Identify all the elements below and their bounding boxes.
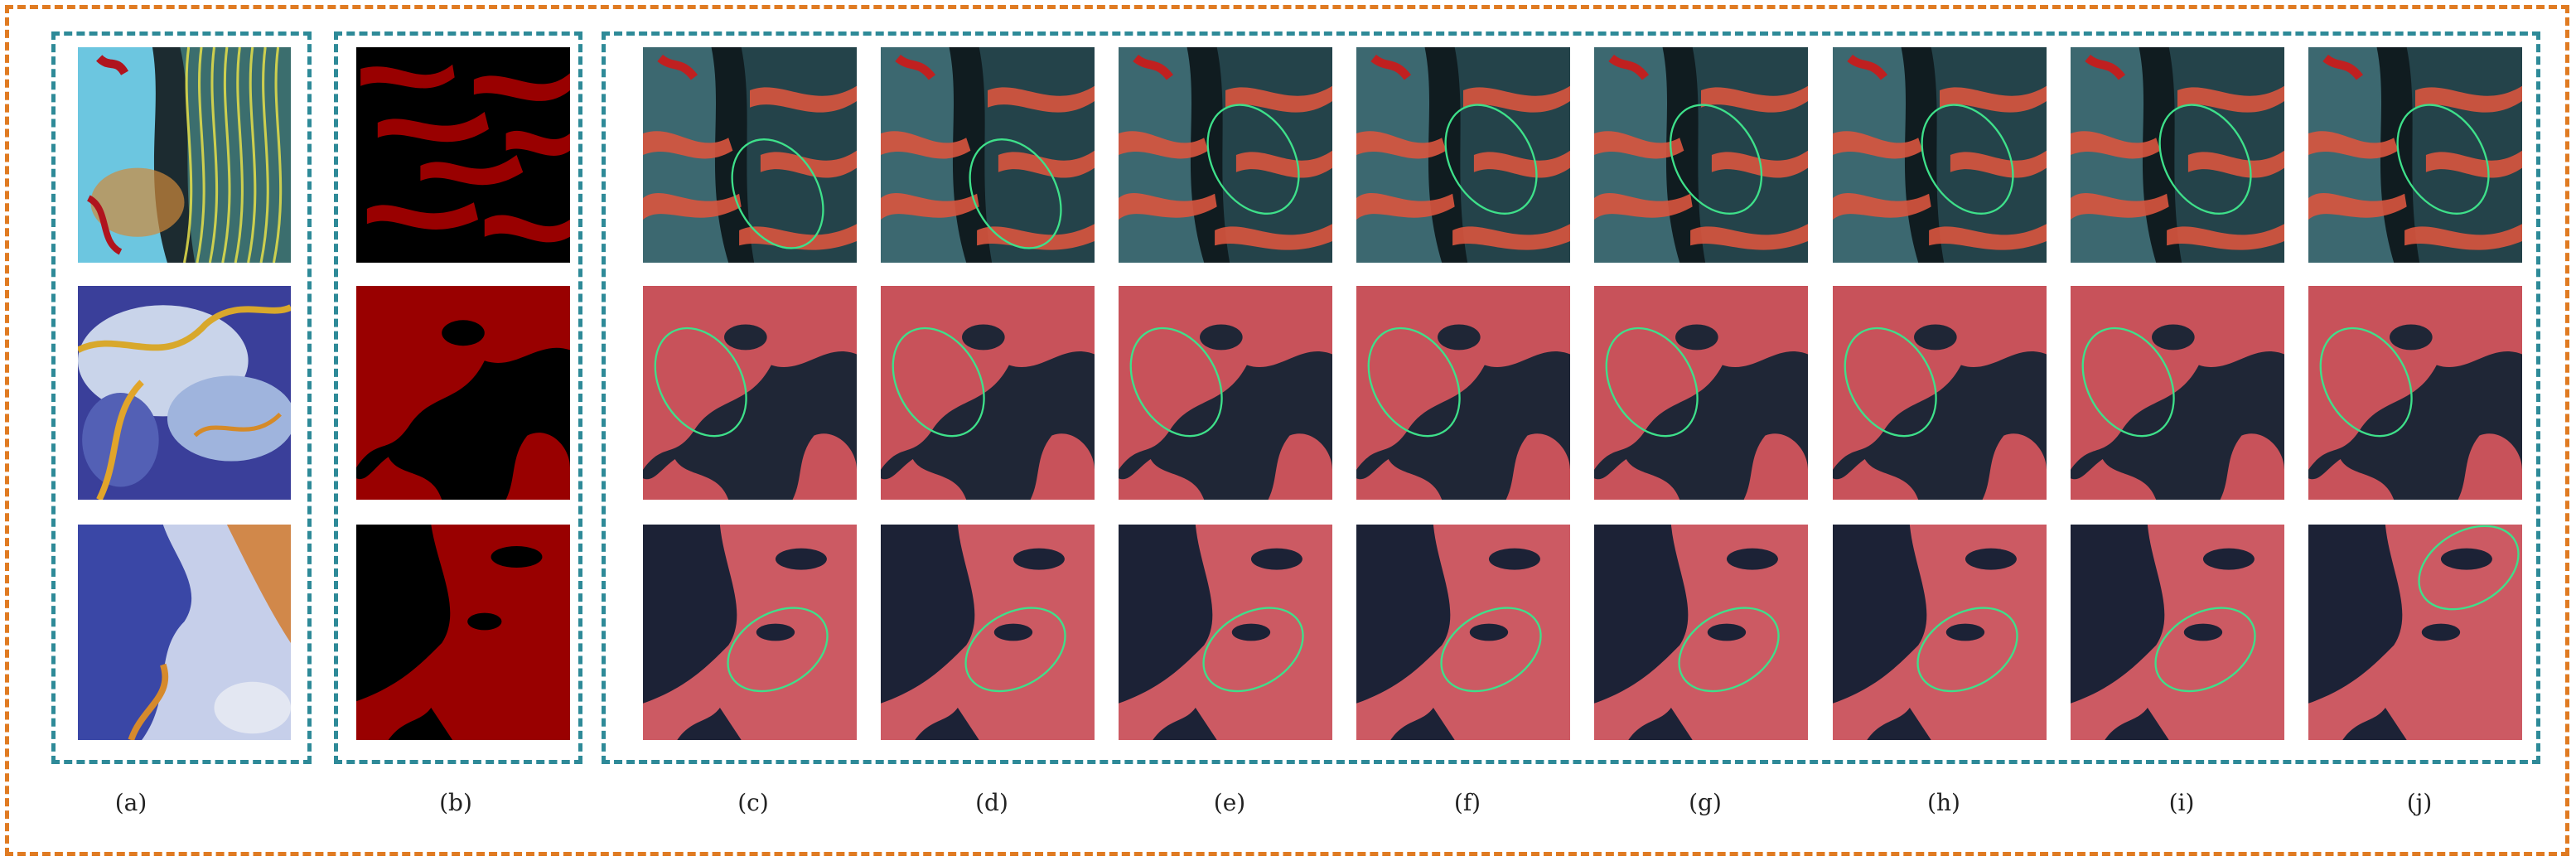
change-result-image	[881, 286, 1095, 500]
tile-h-row-2	[1833, 286, 2047, 500]
tile-j-row-3	[2308, 525, 2522, 740]
change-result-image	[1594, 525, 1808, 740]
tile-e-row-2	[1119, 286, 1332, 500]
tile-b-row-2	[356, 286, 570, 500]
change-result-image	[1356, 525, 1570, 740]
tile-i-row-3	[2071, 525, 2284, 740]
tile-i-row-2	[2071, 286, 2284, 500]
change-result-image	[1833, 286, 2047, 500]
tile-b-row-1	[356, 47, 570, 263]
change-result-image	[1833, 47, 2047, 263]
change-result-image	[1594, 286, 1808, 500]
input-image	[78, 47, 291, 263]
change-result-image	[2308, 286, 2522, 500]
change-result-image	[643, 525, 857, 740]
change-result-image	[1119, 525, 1332, 740]
change-result-image	[1119, 286, 1332, 500]
tile-i-row-1	[2071, 47, 2284, 263]
change-result-image	[2308, 525, 2522, 740]
panel-label-h: (h)	[1927, 789, 1960, 816]
change-result-image	[881, 47, 1095, 263]
change-result-image	[1356, 47, 1570, 263]
change-result-image	[2308, 47, 2522, 263]
ground-truth-mask-image	[356, 286, 570, 500]
tile-d-row-1	[881, 47, 1095, 263]
change-result-image	[1833, 525, 2047, 740]
tile-f-row-1	[1356, 47, 1570, 263]
outer-dashed-frame	[5, 5, 2569, 856]
tile-e-row-3	[1119, 525, 1332, 740]
panel-label-f: (f)	[1453, 789, 1481, 816]
tile-c-row-1	[643, 47, 857, 263]
ground-truth-group-frame	[334, 31, 582, 764]
tile-a-row-1	[78, 47, 291, 263]
panel-label-c: (c)	[737, 789, 769, 816]
change-result-image	[1356, 286, 1570, 500]
change-result-image	[643, 286, 857, 500]
tile-c-row-2	[643, 286, 857, 500]
tile-g-row-2	[1594, 286, 1808, 500]
input-image-group-frame	[51, 31, 312, 764]
panel-label-d: (d)	[975, 789, 1008, 816]
tile-f-row-3	[1356, 525, 1570, 740]
panel-label-b: (b)	[439, 789, 472, 816]
tile-d-row-3	[881, 525, 1095, 740]
panel-label-j: (j)	[2406, 789, 2433, 816]
results-group-frame	[602, 31, 2540, 764]
tile-g-row-1	[1594, 47, 1808, 263]
panel-label-a: (a)	[114, 789, 147, 816]
tile-j-row-1	[2308, 47, 2522, 263]
tile-c-row-3	[643, 525, 857, 740]
tile-h-row-1	[1833, 47, 2047, 263]
tile-a-row-3	[78, 525, 291, 740]
tile-f-row-2	[1356, 286, 1570, 500]
tile-b-row-3	[356, 525, 570, 740]
tile-j-row-2	[2308, 286, 2522, 500]
tile-a-row-2	[78, 286, 291, 500]
change-result-image	[2071, 286, 2284, 500]
change-result-image	[1119, 47, 1332, 263]
ground-truth-mask-image	[356, 47, 570, 263]
change-result-image	[643, 47, 857, 263]
tile-g-row-3	[1594, 525, 1808, 740]
change-result-image	[2071, 525, 2284, 740]
tile-e-row-1	[1119, 47, 1332, 263]
input-image	[78, 525, 291, 740]
change-result-image	[2071, 47, 2284, 263]
tile-h-row-3	[1833, 525, 2047, 740]
tile-d-row-2	[881, 286, 1095, 500]
panel-label-i: (i)	[2168, 789, 2195, 816]
input-image	[78, 286, 291, 500]
panel-label-e: (e)	[1213, 789, 1246, 816]
change-result-image	[881, 525, 1095, 740]
panel-label-g: (g)	[1689, 789, 1722, 816]
change-result-image	[1594, 47, 1808, 263]
ground-truth-mask-image	[356, 525, 570, 740]
